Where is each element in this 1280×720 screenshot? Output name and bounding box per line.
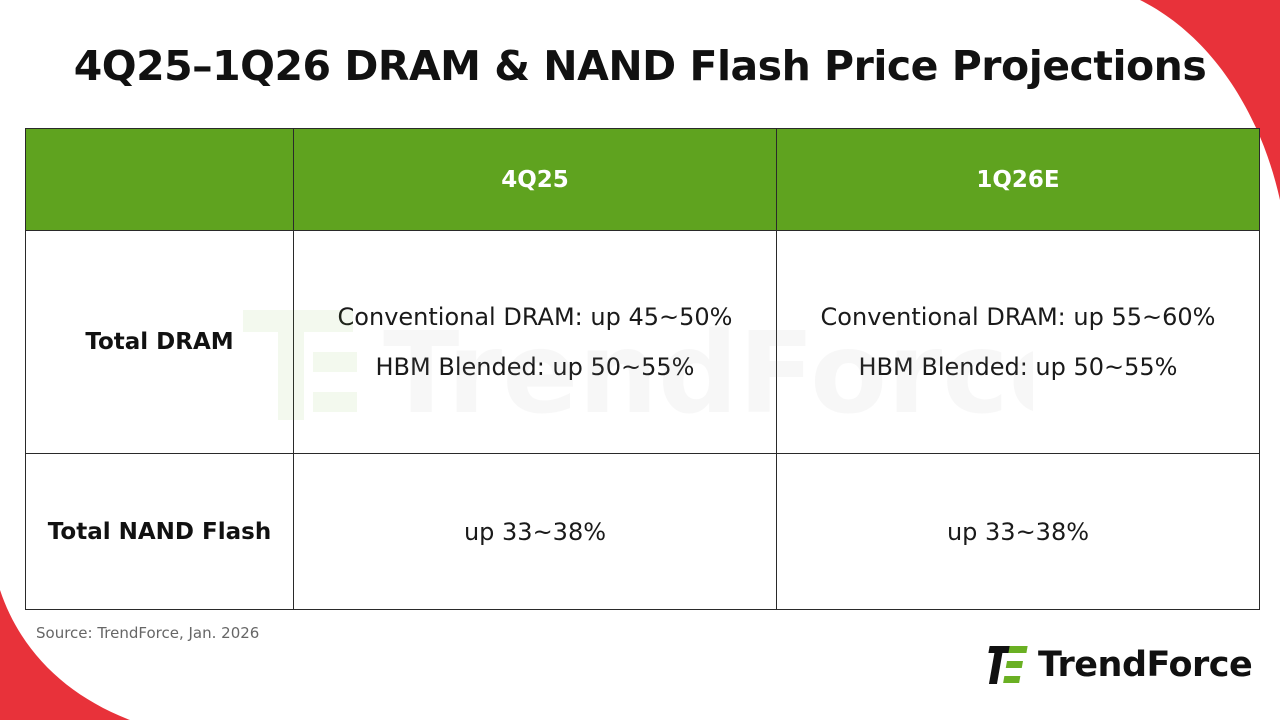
cell-value-hbm-blended: HBM Blended: up 50~55%: [375, 353, 695, 381]
table-cell-dram-1q26e: Conventional DRAM: up 55~60% HBM Blended…: [776, 230, 1260, 454]
header-cell-4q25: 4Q25: [293, 128, 777, 231]
row-label-cell: Total DRAM: [25, 230, 294, 454]
table-cell-dram-4q25: Conventional DRAM: up 45~50% HBM Blended…: [293, 230, 777, 454]
source-note: Source: TrendForce, Jan. 2026: [36, 624, 260, 642]
logo-wordmark: TrendForce: [1038, 645, 1253, 685]
trendforce-logo: TrendForce: [988, 641, 1253, 689]
row-label: Total DRAM: [85, 329, 234, 355]
trendforce-logo-icon: [988, 646, 1028, 684]
table-cell-nand-4q25: up 33~38%: [293, 453, 777, 610]
cell-value-conventional-dram: Conventional DRAM: up 45~50%: [337, 303, 733, 331]
cell-value-nand: up 33~38%: [946, 517, 1090, 546]
table-header-row: 4Q25 1Q26E: [25, 128, 1260, 231]
row-label: Total NAND Flash: [47, 518, 272, 545]
cell-value-nand: up 33~38%: [463, 517, 607, 546]
header-cell-empty: [25, 128, 294, 231]
corner-decoration-red: [1140, 0, 1280, 200]
projection-table-container: 4Q25 1Q26E Total DRAM Conventional DRAM:…: [25, 128, 1260, 610]
cell-value-conventional-dram: Conventional DRAM: up 55~60%: [820, 303, 1216, 331]
table-row-total-nand-flash: Total NAND Flash up 33~38% up 33~38%: [25, 453, 1260, 610]
header-cell-1q26e: 1Q26E: [776, 128, 1260, 231]
cell-value-hbm-blended: HBM Blended: up 50~55%: [858, 353, 1178, 381]
table-cell-nand-1q26e: up 33~38%: [776, 453, 1260, 610]
table-row-total-dram: Total DRAM Conventional DRAM: up 45~50% …: [25, 230, 1260, 454]
corner-decoration-red: [0, 590, 130, 720]
row-label-cell: Total NAND Flash: [25, 453, 294, 610]
projection-table: 4Q25 1Q26E Total DRAM Conventional DRAM:…: [25, 128, 1260, 610]
page-title: 4Q25–1Q26 DRAM & NAND Flash Price Projec…: [73, 42, 1207, 90]
